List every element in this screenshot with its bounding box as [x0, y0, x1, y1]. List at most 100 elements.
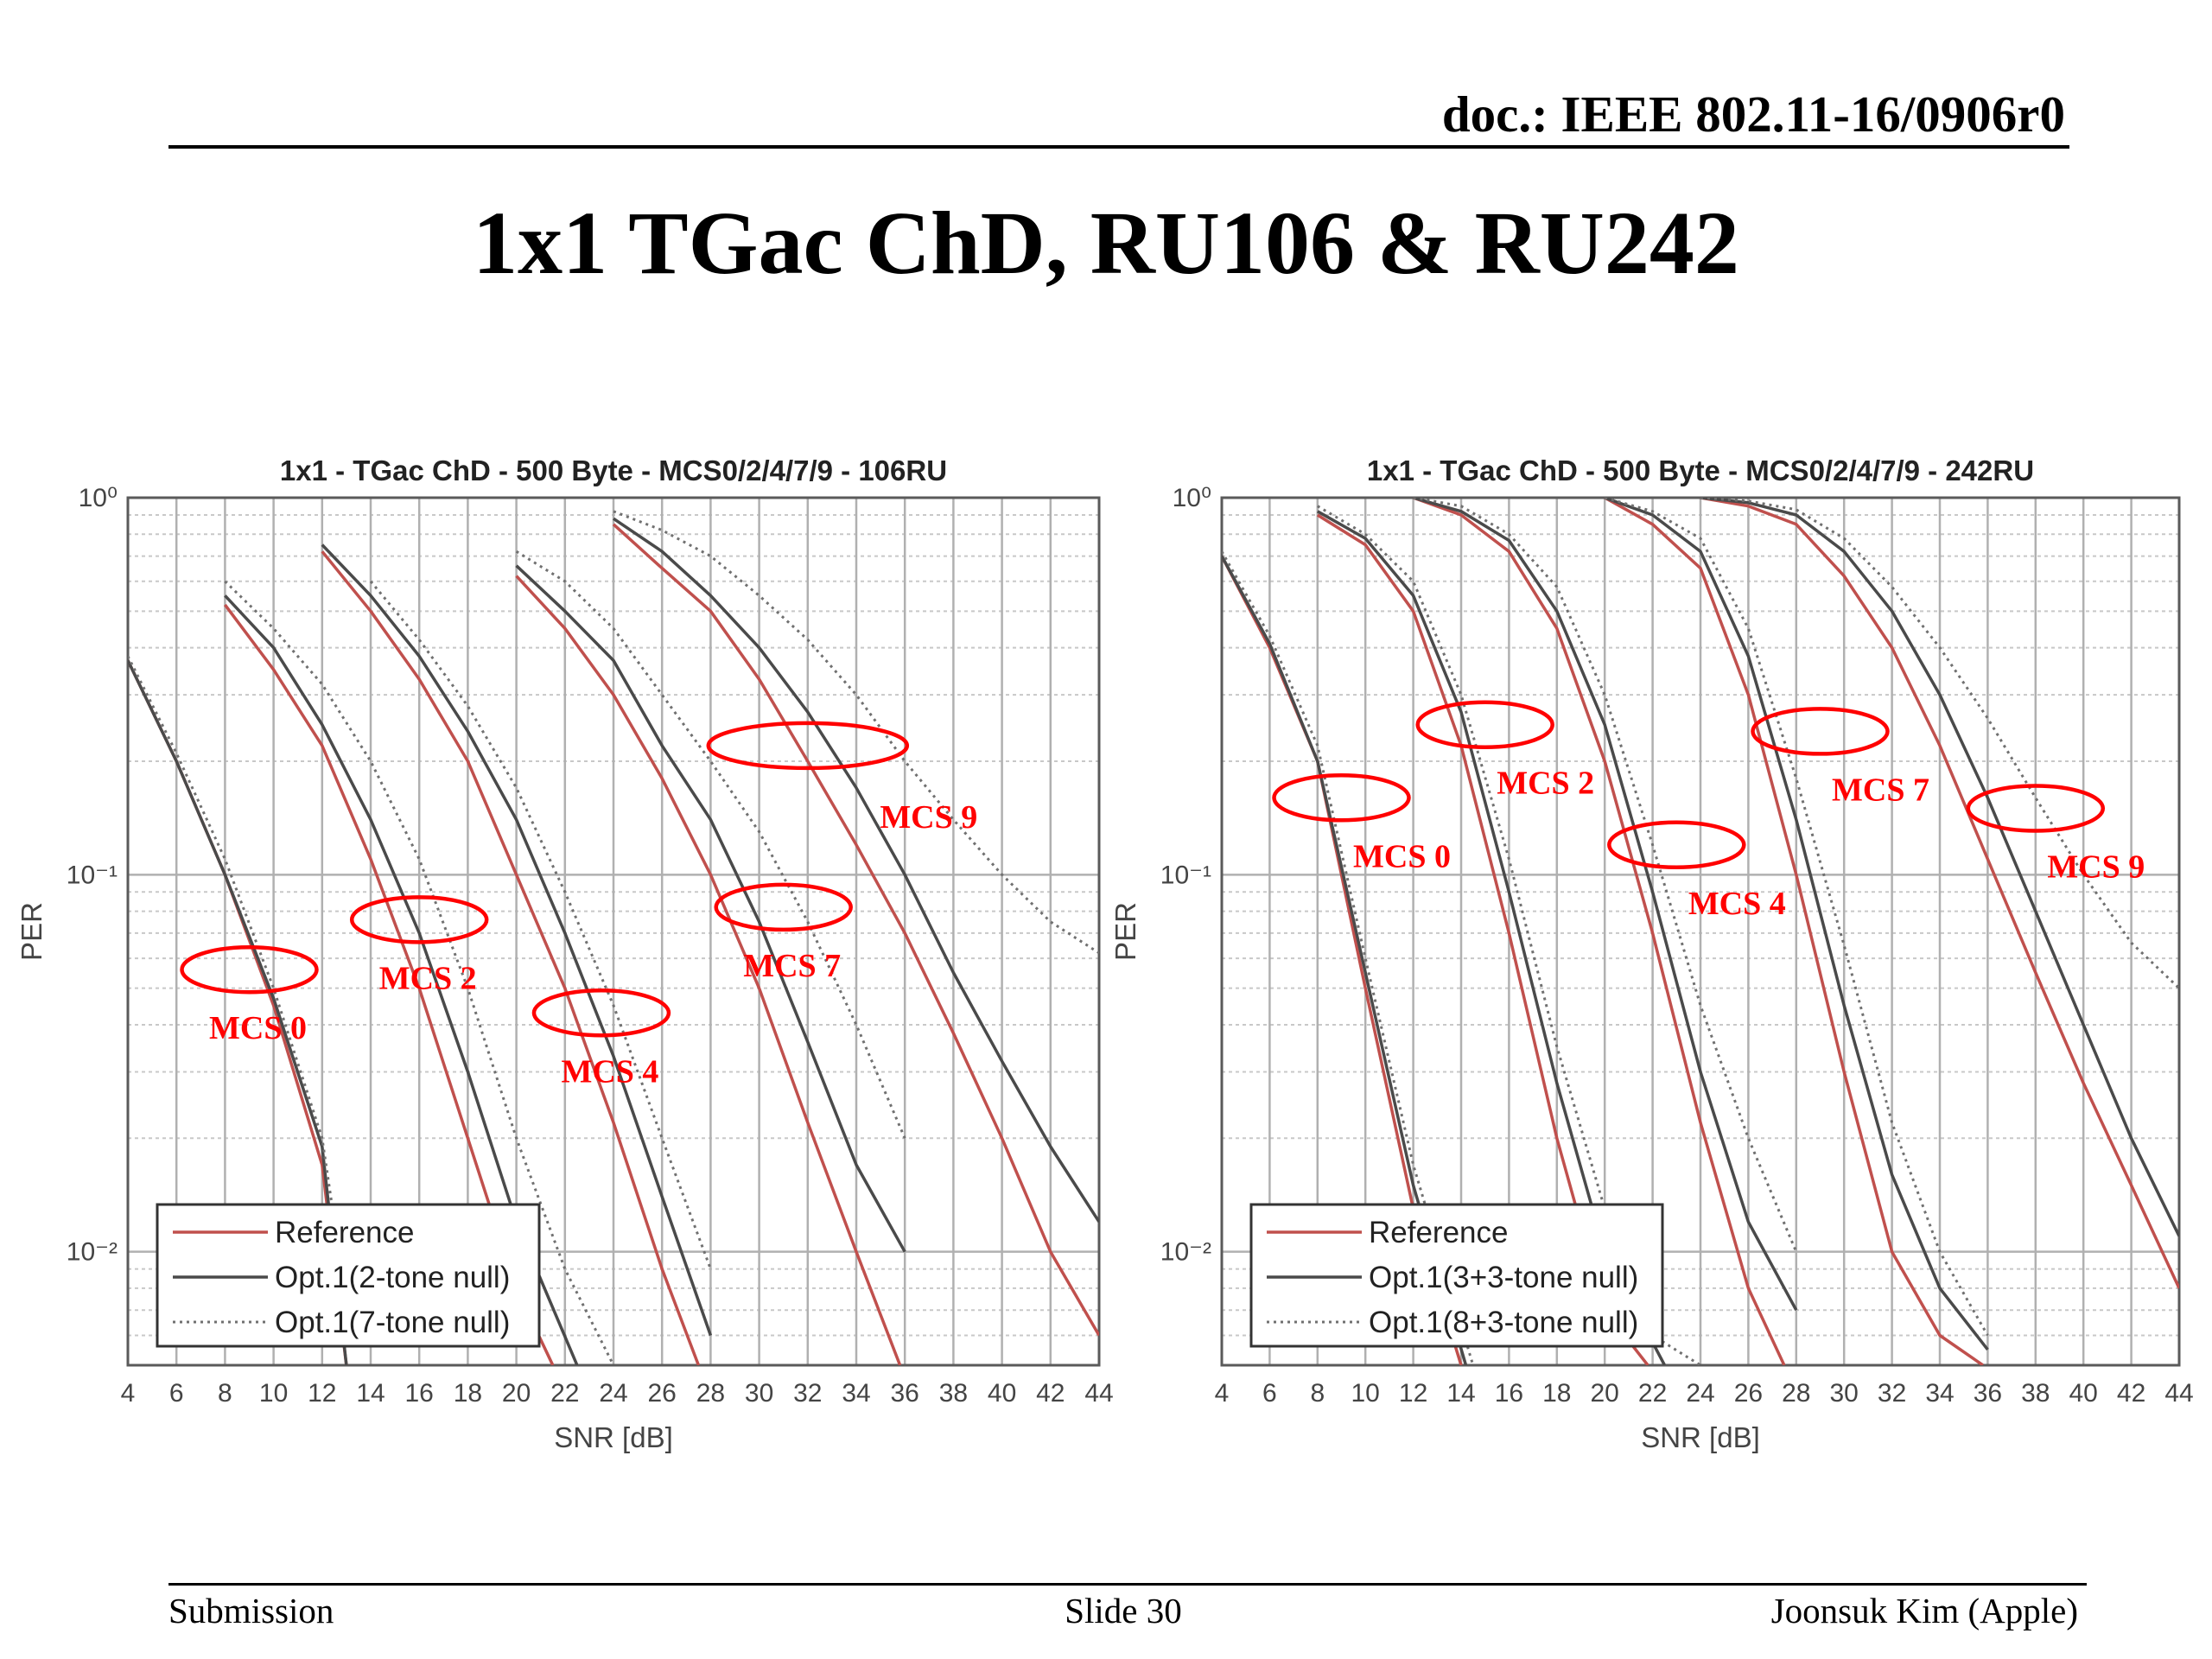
- header-rule: [168, 145, 2069, 149]
- series-line-mcs4-solid: [1413, 498, 1798, 1312]
- plot-frame: [126, 496, 1101, 1367]
- x-tick-label: 38: [2021, 1379, 2050, 1408]
- x-tick-label: 30: [1830, 1379, 1859, 1408]
- y-tick-label: 10⁰: [79, 484, 118, 512]
- annotation-label: MCS 2: [379, 960, 477, 996]
- y-tick-label: 10⁻¹: [1160, 861, 1211, 889]
- legend-label: Reference: [275, 1216, 414, 1249]
- x-tick-label: 22: [550, 1379, 579, 1408]
- footer-slide-number: Slide 30: [1065, 1591, 1182, 1630]
- x-tick-label: 26: [1734, 1379, 1763, 1408]
- x-tick-label: 4: [1215, 1379, 1230, 1408]
- x-tick-label: 32: [793, 1379, 822, 1408]
- x-tick-label: 34: [1925, 1379, 1954, 1408]
- x-tick-label: 40: [988, 1379, 1016, 1408]
- x-tick-label: 24: [1686, 1379, 1714, 1408]
- x-tick-label: 18: [1542, 1379, 1571, 1408]
- x-tick-label: 40: [2069, 1379, 2098, 1408]
- series-line-mcs0-solid: [128, 659, 348, 1365]
- x-tick-label: 24: [599, 1379, 627, 1408]
- series-line-mcs2-solid: [224, 594, 579, 1365]
- annotation-ring: [1272, 773, 1411, 823]
- y-tick-label: 10⁻²: [67, 1238, 118, 1267]
- annotation-ring: [180, 944, 319, 995]
- legend-label: Opt.1(8+3-tone null): [1369, 1306, 1638, 1339]
- series-line-mcs9-solid: [1700, 498, 2179, 1237]
- x-tick-label: 22: [1638, 1379, 1667, 1408]
- x-tick-label: 16: [405, 1379, 434, 1408]
- annotation-label: MCS 4: [1688, 886, 1786, 922]
- chart-title: 1x1 - TGac ChD - 500 Byte - MCS0/2/4/7/9…: [280, 454, 947, 486]
- x-tick-label: 20: [502, 1379, 531, 1408]
- x-axis-label: SNR [dB]: [1641, 1421, 1760, 1453]
- x-tick-label: 36: [891, 1379, 919, 1408]
- series-line-mcs7-reference: [1604, 498, 1984, 1365]
- x-tick-label: 30: [745, 1379, 773, 1408]
- chart-panel-2: 4 6 8 10 12 14 16 18 20 22 24 26 28 30 32 34 36 38 40 42 44 1…: [1109, 454, 2194, 1453]
- x-tick-label: 20: [1591, 1379, 1619, 1408]
- series-line-mcs7-reference: [515, 575, 902, 1365]
- footer-submission: Submission: [168, 1591, 334, 1630]
- x-tick-label: 28: [1782, 1379, 1810, 1408]
- series-line-mcs9-dotted: [1700, 498, 2179, 989]
- series-line-mcs0-dotted: [1222, 550, 1475, 1365]
- slide-title: 1x1 TGac ChD, RU106 & RU242: [473, 194, 1739, 293]
- annotation-label: MCS 9: [2047, 849, 2145, 885]
- legend-box: [1249, 1203, 1664, 1348]
- series-line-mcs9-reference: [1700, 498, 2179, 1289]
- x-tick-label: 28: [696, 1379, 725, 1408]
- series-line-mcs4-dotted: [1413, 498, 1798, 1253]
- x-tick-label: 38: [939, 1379, 968, 1408]
- legend-box: [156, 1203, 541, 1348]
- annotation-label: MCS 7: [743, 948, 841, 984]
- document-id: doc.: IEEE 802.11-16/0906r0: [1441, 86, 2065, 143]
- annotation-label: MCS 0: [209, 1010, 307, 1046]
- series-line-mcs4-reference: [321, 550, 701, 1365]
- y-tick-label: 10⁰: [1173, 484, 1211, 512]
- series-line-mcs7-solid: [515, 564, 906, 1253]
- x-tick-label: 12: [308, 1379, 336, 1408]
- x-tick-label: 14: [356, 1379, 385, 1408]
- series-line-mcs7-solid: [1604, 498, 1989, 1351]
- annotation-label: MCS 2: [1497, 766, 1594, 802]
- x-tick-label: 44: [2164, 1379, 2193, 1408]
- annotation-ring: [1415, 700, 1554, 749]
- footer-rule: [168, 1583, 2087, 1586]
- x-tick-label: 6: [169, 1379, 184, 1408]
- x-tick-label: 4: [121, 1379, 136, 1408]
- series-layer: [1222, 498, 2179, 1365]
- series-line-mcs7-dotted: [515, 550, 906, 1139]
- annotation-ring: [1751, 707, 1890, 756]
- series-line-mcs9-solid: [613, 517, 1099, 1224]
- x-axis-label: SNR [dB]: [554, 1421, 673, 1453]
- y-axis-label: PER: [1109, 902, 1141, 961]
- chart-title: 1x1 - TGac ChD - 500 Byte - MCS0/2/4/7/9…: [1367, 454, 2034, 486]
- x-tick-label: 8: [1310, 1379, 1325, 1408]
- x-tick-label: 18: [454, 1379, 482, 1408]
- x-tick-label: 42: [2117, 1379, 2145, 1408]
- x-tick-label: 42: [1036, 1379, 1065, 1408]
- y-axis-label: PER: [16, 902, 48, 961]
- series-line-mcs0-dotted: [128, 655, 353, 1336]
- footer-author: Joonsuk Kim (Apple): [1770, 1591, 2078, 1630]
- x-tick-label: 12: [1399, 1379, 1427, 1408]
- x-tick-label: 10: [1351, 1379, 1380, 1408]
- x-tick-label: 44: [1084, 1379, 1113, 1408]
- x-tick-label: 36: [1974, 1379, 2002, 1408]
- x-tick-label: 8: [218, 1379, 232, 1408]
- x-tick-label: 14: [1446, 1379, 1475, 1408]
- annotation-label: MCS 7: [1832, 772, 1929, 808]
- annotation-ring: [349, 895, 489, 944]
- legend-label: Opt.1(3+3-tone null): [1369, 1261, 1638, 1294]
- series-line-mcs4-solid: [321, 543, 713, 1337]
- annotation-label: MCS 9: [880, 799, 977, 836]
- x-tick-label: 6: [1262, 1379, 1277, 1408]
- series-layer: [128, 510, 1099, 1365]
- annotation-ring: [531, 988, 671, 1038]
- x-tick-label: 26: [648, 1379, 677, 1408]
- series-line-mcs2-dotted: [224, 580, 615, 1365]
- y-tick-label: 10⁻¹: [67, 861, 118, 889]
- series-line-mcs2-dotted: [1317, 505, 1701, 1365]
- annotation-label: MCS 0: [1353, 838, 1451, 874]
